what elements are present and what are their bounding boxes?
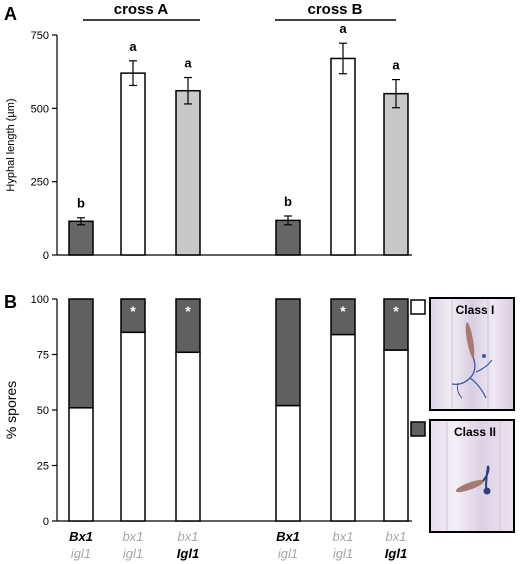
- a-y-tick-label: 0: [43, 250, 49, 262]
- a-significance-letter: a: [339, 21, 347, 36]
- a-significance-letter: a: [392, 58, 400, 73]
- panel-label-b: B: [4, 292, 17, 312]
- b-bar-class-i: [330, 333, 356, 522]
- a-y-axis-label: Hyphal length (µm): [5, 98, 17, 191]
- a-y-tick-label: 250: [31, 177, 49, 189]
- a-significance-letter: a: [184, 56, 192, 71]
- b-bar-class-ii: [275, 298, 301, 407]
- b-y-tick-label: 75: [37, 350, 49, 362]
- b-significance-star: *: [185, 303, 191, 319]
- b-category-label-top: Bx1: [276, 529, 300, 544]
- a-bar: [120, 72, 146, 256]
- group-label-cross-b: cross B: [307, 1, 362, 18]
- legend-swatch-class-i: [410, 299, 426, 315]
- panel-label-a: A: [4, 4, 17, 24]
- a-significance-letter: a: [129, 39, 137, 54]
- b-category-label-bottom: Igl1: [177, 546, 199, 561]
- b-category-label-bottom: igl1: [333, 546, 353, 561]
- b-significance-star: *: [393, 303, 399, 319]
- b-bar-class-i: [175, 351, 201, 522]
- group-label-cross-a: cross A: [114, 1, 169, 18]
- a-bar: [68, 220, 94, 256]
- b-category-label-bottom: Igl1: [385, 546, 407, 561]
- b-category-label-top: bx1: [123, 529, 144, 544]
- b-significance-star: *: [130, 303, 136, 319]
- b-bar-class-i: [68, 407, 94, 522]
- b-category-label-bottom: igl1: [278, 546, 298, 561]
- b-category-label-top: bx1: [386, 529, 407, 544]
- b-category-label-top: bx1: [178, 529, 199, 544]
- b-bar-class-ii: [383, 298, 409, 351]
- a-significance-letter: b: [77, 196, 85, 211]
- b-bar-class-i: [275, 404, 301, 522]
- b-y-tick-label: 100: [31, 294, 49, 306]
- a-significance-letter: b: [284, 194, 292, 209]
- legend-label-class-ii: Class II: [454, 425, 496, 439]
- class-ii-photo: [429, 419, 515, 533]
- b-y-tick-label: 25: [37, 461, 49, 473]
- b-y-axis-label: % spores: [3, 381, 19, 439]
- b-y-tick-label: 0: [43, 516, 49, 528]
- b-bar-class-i: [120, 331, 146, 522]
- a-bar: [383, 92, 409, 256]
- a-bar: [275, 219, 301, 256]
- b-category-label-top: Bx1: [69, 529, 93, 544]
- b-category-label-top: bx1: [333, 529, 354, 544]
- b-bar-class-ii: [120, 298, 146, 334]
- b-bar-class-ii: [68, 298, 94, 409]
- legend-label-class-i: Class I: [456, 303, 495, 317]
- b-bar-class-i: [383, 349, 409, 522]
- a-y-tick-label: 750: [31, 30, 49, 42]
- b-bar-class-ii: [175, 298, 201, 354]
- a-bar: [175, 89, 201, 256]
- b-bar-class-ii: [330, 298, 356, 336]
- a-y-tick-label: 500: [31, 103, 49, 115]
- b-y-tick-label: 50: [37, 405, 49, 417]
- b-category-label-bottom: igl1: [71, 546, 91, 561]
- class-i-photo: [429, 297, 515, 411]
- b-significance-star: *: [340, 303, 346, 319]
- a-bar: [330, 57, 356, 256]
- b-category-label-bottom: igl1: [123, 546, 143, 561]
- legend-swatch-class-ii: [410, 421, 426, 437]
